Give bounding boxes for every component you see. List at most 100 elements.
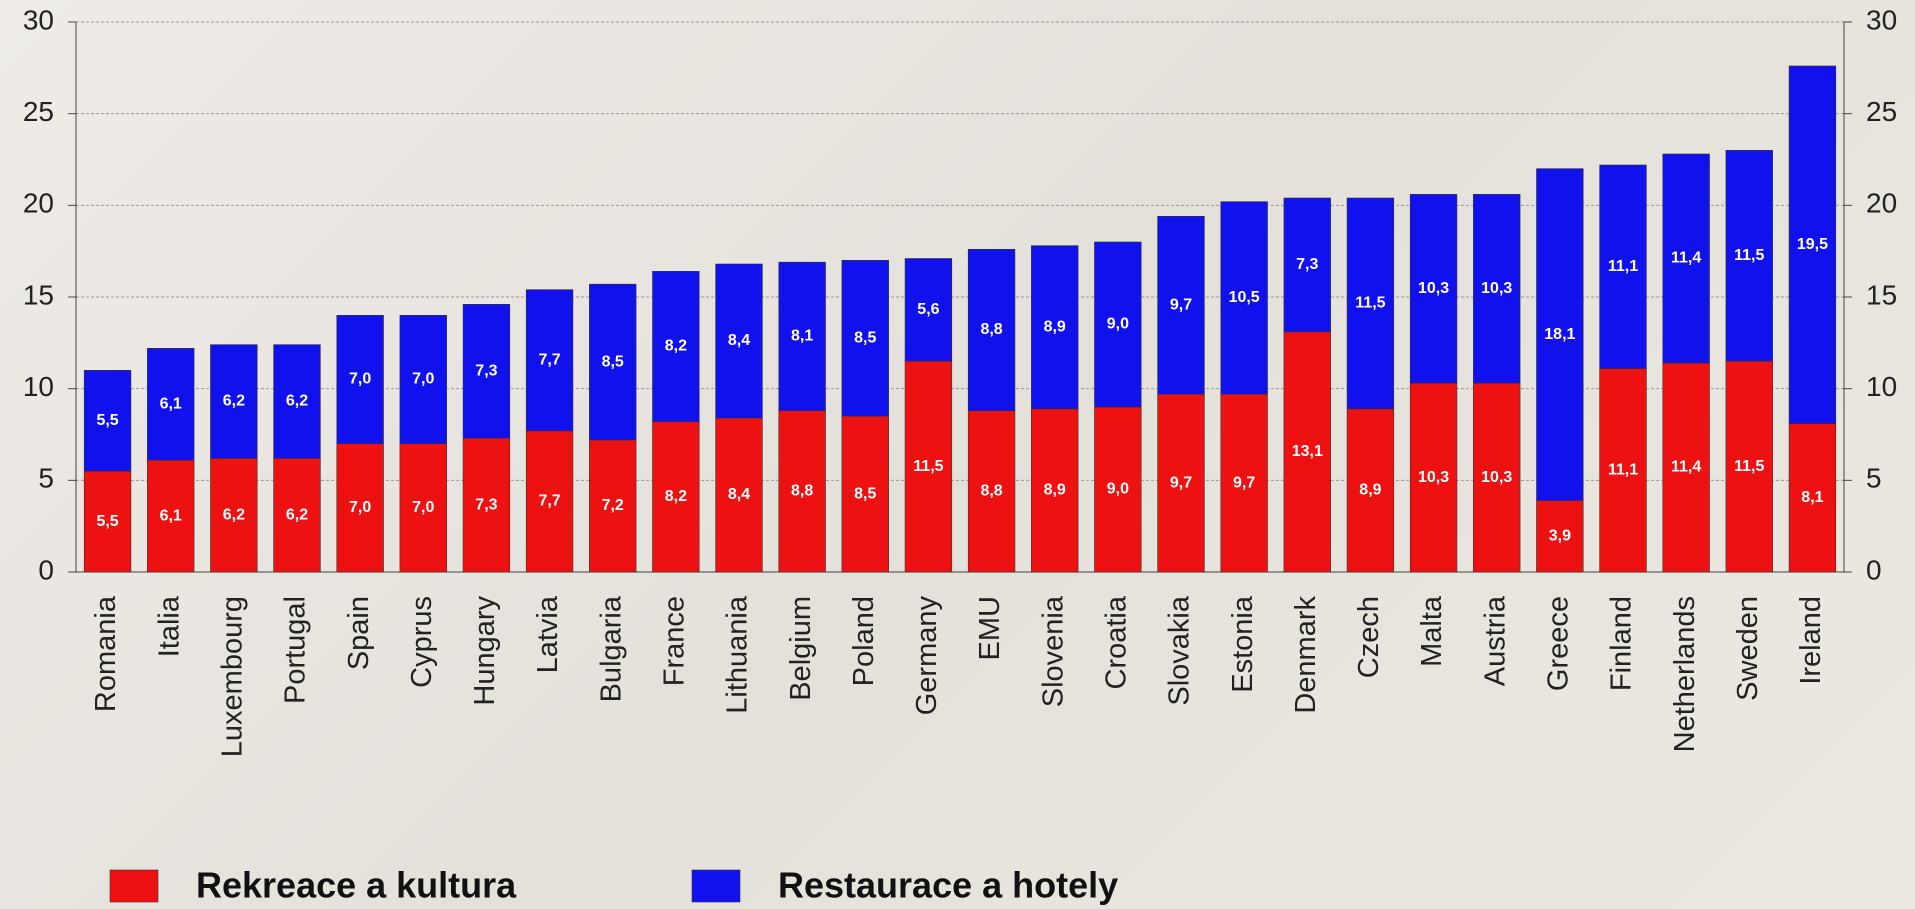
value-label: 11,5	[913, 458, 943, 475]
value-label: 8,1	[1801, 489, 1823, 506]
value-label: 8,5	[602, 353, 624, 370]
value-label: 11,4	[1671, 459, 1701, 476]
value-label: 8,8	[791, 483, 813, 500]
value-label: 7,0	[412, 371, 434, 388]
y-tick-label: 10	[23, 371, 54, 402]
value-label: 8,4	[728, 486, 750, 503]
value-label: 5,5	[96, 412, 118, 429]
value-label: 5,5	[96, 513, 118, 530]
value-label: 6,1	[160, 395, 182, 412]
value-label: 7,3	[475, 496, 497, 513]
y-tick-label: 20	[23, 188, 54, 219]
value-label: 9,7	[1233, 474, 1255, 491]
value-label: 7,0	[412, 499, 434, 516]
value-label: 7,3	[475, 362, 497, 379]
value-label: 9,7	[1170, 296, 1192, 313]
legend-label: Rekreace a kultura	[196, 865, 517, 906]
x-tick-label: Luxembourg	[217, 596, 249, 757]
value-label: 9,0	[1107, 316, 1129, 333]
value-label: 8,9	[1044, 318, 1066, 335]
x-tick-label: Malta	[1416, 595, 1448, 667]
y2-tick-label: 25	[1866, 96, 1897, 127]
x-tick-label: France	[659, 596, 691, 686]
value-label: 5,6	[917, 301, 939, 318]
legend-swatch	[692, 870, 740, 902]
legend-swatch	[110, 870, 158, 902]
x-tick-label: Germany	[911, 596, 943, 716]
value-label: 8,4	[728, 332, 750, 349]
value-label: 7,3	[1296, 256, 1318, 273]
x-tick-label: Greece	[1543, 596, 1575, 691]
x-tick-label: Spain	[343, 596, 375, 670]
x-tick-label: Cyprus	[406, 596, 438, 688]
y-tick-label: 30	[23, 4, 54, 35]
value-label: 11,1	[1608, 461, 1638, 478]
value-label: 8,9	[1359, 482, 1381, 499]
value-label: 6,1	[160, 507, 182, 524]
x-tick-label: Bulgaria	[595, 595, 627, 702]
value-label: 8,9	[1044, 482, 1066, 499]
value-label: 8,2	[665, 488, 687, 505]
value-label: 11,1	[1608, 258, 1638, 275]
value-label: 11,5	[1734, 458, 1764, 475]
value-label: 18,1	[1544, 326, 1575, 343]
value-label: 6,2	[223, 393, 245, 410]
x-tick-label: Croatia	[1101, 595, 1133, 689]
value-label: 7,7	[538, 351, 560, 368]
value-label: 9,0	[1107, 481, 1129, 498]
value-label: 8,1	[791, 328, 813, 345]
y2-tick-label: 10	[1866, 371, 1897, 402]
value-label: 10,3	[1481, 469, 1512, 486]
value-label: 6,2	[286, 393, 308, 410]
value-label: 10,3	[1418, 469, 1449, 486]
y2-tick-label: 0	[1866, 554, 1882, 585]
x-tick-label: EMU	[974, 596, 1006, 660]
y-tick-label: 0	[38, 554, 54, 585]
value-label: 8,8	[980, 321, 1002, 338]
y2-tick-label: 30	[1866, 4, 1897, 35]
x-tick-label: Finland	[1606, 596, 1638, 691]
x-tick-label: Ireland	[1795, 596, 1827, 685]
x-tick-label: Lithuania	[722, 595, 754, 714]
value-label: 9,7	[1170, 474, 1192, 491]
x-tick-label: Portugal	[280, 596, 312, 704]
y2-tick-label: 20	[1866, 188, 1897, 219]
value-label: 7,7	[538, 493, 560, 510]
x-tick-label: Slovenia	[1037, 595, 1069, 707]
x-tick-label: Slovakia	[1164, 595, 1196, 705]
value-label: 7,0	[349, 371, 371, 388]
value-label: 8,5	[854, 329, 876, 346]
value-label: 10,3	[1481, 280, 1512, 297]
y-tick-label: 5	[38, 463, 54, 494]
chart: 0510152025300510152025305,55,5Romania6,1…	[0, 0, 1915, 909]
value-label: 10,3	[1418, 280, 1449, 297]
value-label: 10,5	[1229, 289, 1260, 306]
x-tick-label: Belgium	[785, 596, 817, 701]
value-label: 8,5	[854, 485, 876, 502]
x-tick-label: Estonia	[1227, 595, 1259, 693]
value-label: 13,1	[1292, 443, 1323, 460]
value-label: 7,0	[349, 499, 371, 516]
value-label: 6,2	[286, 506, 308, 523]
y2-tick-label: 5	[1866, 463, 1882, 494]
value-label: 8,8	[980, 483, 1002, 500]
value-label: 3,9	[1549, 527, 1571, 544]
x-tick-label: Latvia	[532, 595, 564, 673]
value-label: 11,5	[1734, 247, 1764, 264]
x-tick-label: Denmark	[1290, 596, 1322, 714]
value-label: 6,2	[223, 506, 245, 523]
x-tick-label: Romania	[90, 595, 122, 712]
value-label: 8,2	[665, 338, 687, 355]
x-tick-label: Austria	[1479, 595, 1511, 686]
y2-tick-label: 15	[1866, 279, 1897, 310]
x-tick-label: Czech	[1353, 596, 1385, 678]
x-tick-label: Netherlands	[1669, 596, 1701, 752]
legend-label: Restaurace a hotely	[778, 865, 1118, 906]
value-label: 11,5	[1355, 295, 1385, 312]
x-tick-label: Italia	[153, 595, 185, 657]
value-label: 11,4	[1671, 250, 1701, 267]
x-tick-label: Poland	[848, 596, 880, 686]
x-tick-label: Sweden	[1732, 596, 1764, 701]
value-label: 7,2	[602, 497, 624, 514]
x-tick-label: Hungary	[469, 596, 501, 706]
